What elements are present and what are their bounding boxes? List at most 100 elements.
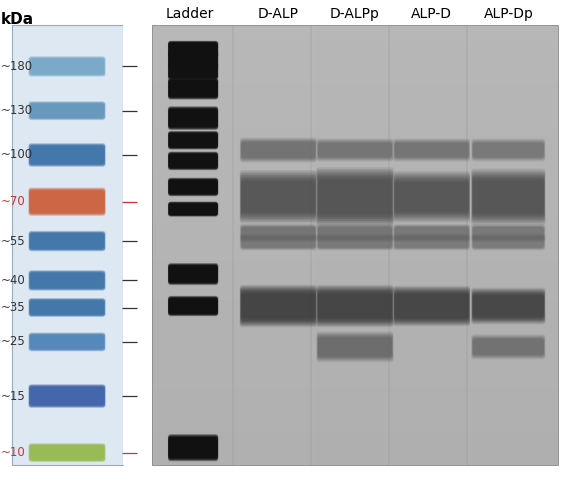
FancyBboxPatch shape xyxy=(317,234,393,250)
FancyBboxPatch shape xyxy=(168,63,218,79)
FancyBboxPatch shape xyxy=(473,295,544,317)
FancyBboxPatch shape xyxy=(393,224,470,243)
FancyBboxPatch shape xyxy=(169,266,218,282)
Text: ~180: ~180 xyxy=(1,60,33,73)
FancyBboxPatch shape xyxy=(169,42,218,56)
FancyBboxPatch shape xyxy=(169,438,218,457)
Bar xyxy=(152,306,558,311)
Bar xyxy=(152,421,558,427)
FancyBboxPatch shape xyxy=(473,179,544,215)
FancyBboxPatch shape xyxy=(240,289,316,323)
FancyBboxPatch shape xyxy=(472,337,545,357)
FancyBboxPatch shape xyxy=(168,202,218,216)
FancyBboxPatch shape xyxy=(168,41,218,58)
FancyBboxPatch shape xyxy=(241,235,316,249)
FancyBboxPatch shape xyxy=(169,203,218,215)
FancyBboxPatch shape xyxy=(30,300,104,315)
Bar xyxy=(152,58,558,63)
FancyBboxPatch shape xyxy=(240,139,316,161)
FancyBboxPatch shape xyxy=(29,271,105,290)
FancyBboxPatch shape xyxy=(241,290,316,322)
FancyBboxPatch shape xyxy=(168,131,218,150)
Text: ~10: ~10 xyxy=(1,446,26,459)
FancyBboxPatch shape xyxy=(29,385,105,407)
Bar xyxy=(375,25,396,465)
FancyBboxPatch shape xyxy=(473,236,544,248)
FancyBboxPatch shape xyxy=(169,180,218,194)
FancyBboxPatch shape xyxy=(393,286,470,326)
FancyBboxPatch shape xyxy=(30,147,104,163)
FancyBboxPatch shape xyxy=(30,232,105,250)
FancyBboxPatch shape xyxy=(471,139,545,161)
Bar xyxy=(152,195,558,201)
FancyBboxPatch shape xyxy=(168,63,218,80)
FancyBboxPatch shape xyxy=(473,294,544,318)
FancyBboxPatch shape xyxy=(317,225,393,241)
FancyBboxPatch shape xyxy=(394,140,470,160)
FancyBboxPatch shape xyxy=(473,236,544,248)
FancyBboxPatch shape xyxy=(168,77,218,99)
Bar xyxy=(152,382,558,388)
FancyBboxPatch shape xyxy=(316,234,394,250)
FancyBboxPatch shape xyxy=(394,236,469,248)
FancyBboxPatch shape xyxy=(240,224,317,242)
FancyBboxPatch shape xyxy=(29,58,105,75)
FancyBboxPatch shape xyxy=(472,235,545,249)
Bar xyxy=(152,460,558,465)
FancyBboxPatch shape xyxy=(30,335,104,349)
FancyBboxPatch shape xyxy=(316,169,394,224)
FancyBboxPatch shape xyxy=(473,338,544,355)
FancyBboxPatch shape xyxy=(28,188,106,215)
Bar xyxy=(315,25,335,465)
FancyBboxPatch shape xyxy=(168,202,218,216)
FancyBboxPatch shape xyxy=(318,177,392,217)
FancyBboxPatch shape xyxy=(30,103,104,118)
Bar xyxy=(152,267,558,272)
Bar xyxy=(538,25,558,465)
FancyBboxPatch shape xyxy=(168,107,218,129)
Bar xyxy=(152,245,558,250)
FancyBboxPatch shape xyxy=(169,81,218,96)
FancyBboxPatch shape xyxy=(394,288,470,324)
FancyBboxPatch shape xyxy=(473,226,544,240)
FancyBboxPatch shape xyxy=(168,436,218,460)
FancyBboxPatch shape xyxy=(241,236,316,248)
FancyBboxPatch shape xyxy=(471,336,545,358)
FancyBboxPatch shape xyxy=(394,292,469,320)
Bar xyxy=(152,151,558,156)
FancyBboxPatch shape xyxy=(29,444,105,461)
FancyBboxPatch shape xyxy=(29,57,105,76)
FancyBboxPatch shape xyxy=(393,173,470,221)
FancyBboxPatch shape xyxy=(169,437,218,459)
FancyBboxPatch shape xyxy=(29,189,105,215)
Bar xyxy=(152,80,558,85)
FancyBboxPatch shape xyxy=(168,179,218,195)
Bar xyxy=(152,415,558,421)
Bar xyxy=(152,217,558,223)
Text: ~25: ~25 xyxy=(1,336,26,348)
FancyBboxPatch shape xyxy=(473,177,544,216)
FancyBboxPatch shape xyxy=(318,338,392,356)
Bar xyxy=(152,146,558,151)
FancyBboxPatch shape xyxy=(29,232,105,250)
FancyBboxPatch shape xyxy=(471,225,545,242)
FancyBboxPatch shape xyxy=(30,58,105,75)
FancyBboxPatch shape xyxy=(29,232,105,250)
FancyBboxPatch shape xyxy=(29,334,105,350)
FancyBboxPatch shape xyxy=(168,152,218,170)
Bar xyxy=(152,190,558,195)
FancyBboxPatch shape xyxy=(169,267,218,281)
FancyBboxPatch shape xyxy=(471,289,545,323)
FancyBboxPatch shape xyxy=(30,103,105,119)
Bar xyxy=(335,25,356,465)
FancyBboxPatch shape xyxy=(240,234,316,250)
Bar xyxy=(152,300,558,306)
FancyBboxPatch shape xyxy=(471,335,545,359)
FancyBboxPatch shape xyxy=(394,225,470,242)
FancyBboxPatch shape xyxy=(28,384,106,408)
FancyBboxPatch shape xyxy=(168,52,218,68)
FancyBboxPatch shape xyxy=(473,142,544,158)
FancyBboxPatch shape xyxy=(28,333,106,351)
FancyBboxPatch shape xyxy=(30,273,104,288)
FancyBboxPatch shape xyxy=(169,181,218,193)
